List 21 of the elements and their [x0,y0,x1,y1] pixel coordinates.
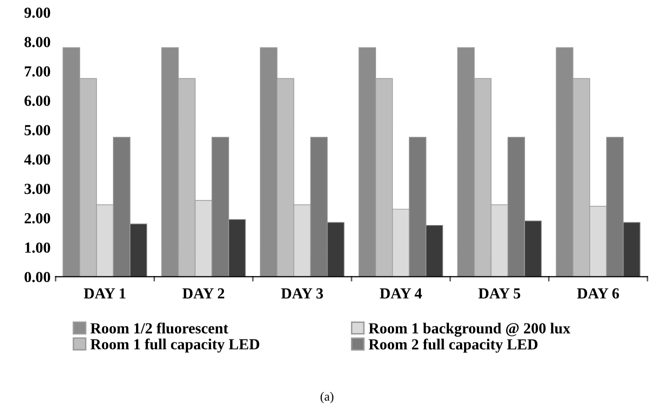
y-tick-label: 4.00 [24,154,50,165]
text: (a) [320,392,334,404]
y-tick-label: 5.00 [24,125,50,136]
legend-label: Room 2 full capacity LED [368,338,538,353]
legend-label: Room 1 full capacity LED [90,338,260,353]
y-tick-label: 8.00 [24,36,50,48]
x-tick-label: DAY 4 [380,288,422,298]
x-tick-label: DAY 5 [478,288,520,299]
x-tick-label: DAY 3 [281,288,323,299]
x-tick-label: DAY 1 [84,288,126,298]
y-tick-label: 9.00 [24,8,50,18]
y-tick-label: 7.00 [24,66,50,77]
legend-label: Room 1 background @ 200 lux [368,322,570,337]
y-tick-label: 6.00 [24,96,50,106]
y-tick-label: 2.00 [24,213,50,224]
y-tick-label: 1.00 [25,242,50,253]
x-tick-label: DAY 2 [182,288,224,298]
y-tick-label: 0.00 [24,272,50,282]
y-tick-label: 3.00 [24,184,50,194]
x-tick-label: DAY 6 [577,288,619,299]
legend-label: Room 1/2 fluorescent [90,322,228,334]
